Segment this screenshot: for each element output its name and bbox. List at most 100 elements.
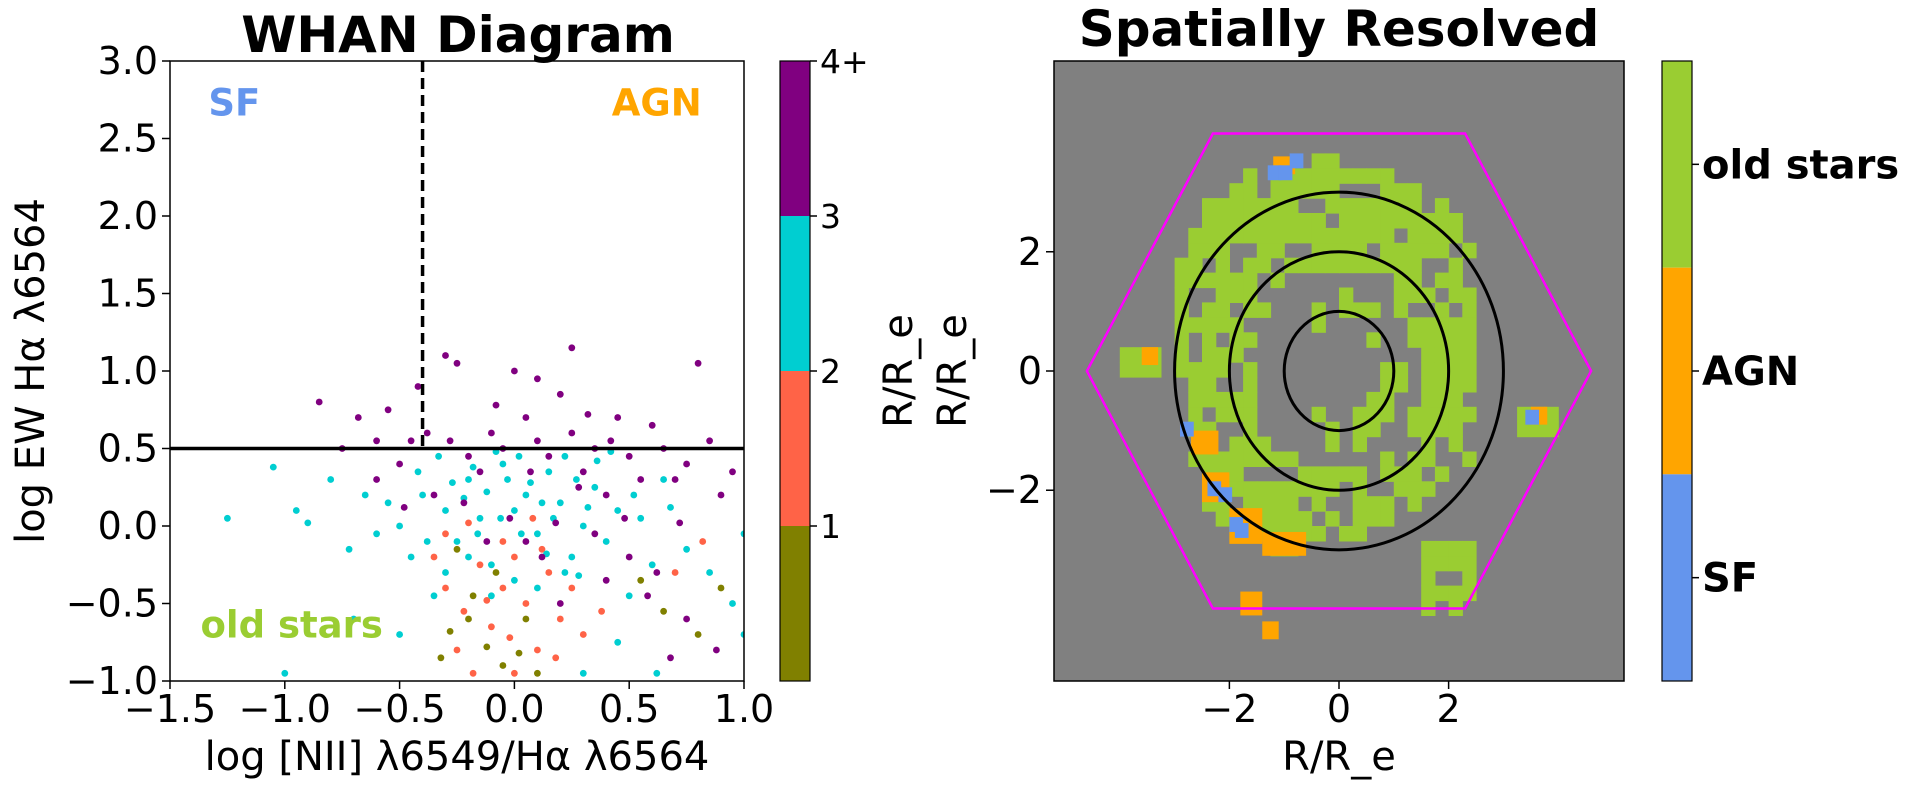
map-cell-165 [1325, 227, 1340, 244]
whan-x-tick-label: 0.0 [484, 687, 544, 731]
whan-point-s3-32 [694, 359, 702, 367]
whan-point-s3-24 [602, 491, 610, 499]
map-cell-163 [1325, 257, 1340, 274]
map-cell-118 [1270, 227, 1285, 244]
map-cell-91 [1243, 272, 1258, 289]
whan-point-s2-2 [281, 669, 289, 677]
whan-point-s2-71 [575, 572, 583, 579]
map-cell-202 [1366, 257, 1381, 274]
whan-point-s1-20 [699, 538, 707, 545]
whan-point-s2-39 [414, 468, 422, 476]
whan-point-s0-11 [717, 584, 725, 592]
whan-point-s3-60 [607, 437, 615, 445]
map-cell-87 [1243, 362, 1258, 378]
whan-point-s3-28 [648, 421, 656, 429]
whan-point-s3-30 [671, 476, 679, 483]
map-cell-151 [1311, 257, 1326, 274]
map-cell-66 [1229, 436, 1244, 453]
map-cell-108 [1256, 213, 1272, 229]
whan-point-s2-35 [740, 631, 744, 638]
whan-point-s1-12 [469, 669, 477, 677]
map-cell-160 [1325, 466, 1340, 482]
whan-point-s3-54 [373, 476, 380, 483]
whan-point-s1-6 [511, 553, 518, 561]
whan-point-s2-18 [522, 491, 530, 499]
map-cell-226 [1393, 302, 1409, 318]
whan-region-labels: SF AGN old stars [200, 81, 701, 646]
whan-y-tick-label: −0.5 [66, 582, 158, 626]
map-sf-cell-4 [1267, 165, 1282, 181]
map-agn-patch-3 [1262, 531, 1307, 556]
whan-point-s2-60 [423, 538, 431, 545]
whan-point-s3-13 [488, 429, 495, 437]
whan-point-s3-22 [579, 468, 587, 476]
map-cell-259 [1421, 406, 1436, 423]
map-sf-cell-6 [1289, 153, 1304, 169]
whan-point-s2-61 [614, 638, 622, 646]
map-cell-246 [1407, 227, 1422, 244]
map-cell-86 [1243, 377, 1258, 393]
map-cell-257 [1421, 436, 1436, 453]
map-colorbar-bin-1 [1662, 267, 1692, 475]
map-cell-209 [1380, 466, 1395, 482]
whan-point-s1-0 [430, 553, 438, 561]
whan-point-s3-42 [460, 499, 468, 507]
whan-point-s3-37 [534, 375, 541, 383]
map-cell-218 [1380, 213, 1395, 229]
map-cell-133 [1284, 183, 1299, 199]
whan-point-s2-41 [449, 479, 456, 486]
whan-point-s3-26 [625, 452, 633, 460]
resolved-x-label: R/R_e [1282, 734, 1396, 780]
map-cell-143 [1297, 168, 1313, 184]
whan-point-s2-33 [729, 600, 736, 607]
whan-x-tick-label: −1.0 [239, 687, 331, 731]
whan-point-s2-32 [706, 569, 713, 576]
whan-point-s3-6 [407, 437, 415, 445]
map-colorbar-label-1: AGN [1702, 349, 1799, 395]
map-cell-18 [1188, 377, 1203, 393]
whan-point-s2-28 [637, 514, 645, 522]
whan-point-s1-10 [556, 615, 564, 623]
whan-point-s0-12 [492, 569, 500, 576]
map-cell-156 [1311, 168, 1326, 184]
whan-point-s3-9 [442, 352, 449, 359]
whan-point-s0-1 [469, 592, 477, 600]
whan-point-s2-64 [304, 519, 312, 527]
map-cell-310 [1462, 451, 1477, 467]
whan-point-s3-15 [511, 367, 518, 375]
whan-point-s0-2 [483, 643, 491, 651]
map-cell-13 [1174, 257, 1189, 274]
map-cell-233 [1393, 183, 1409, 199]
map-cell-205 [1366, 198, 1381, 214]
map-cell-117 [1270, 242, 1285, 259]
map-cell-277 [1434, 377, 1450, 393]
map-cell-125 [1284, 511, 1299, 527]
map-cell-221 [1380, 168, 1395, 184]
map-cell-73 [1229, 272, 1244, 289]
map-cell-170 [1339, 526, 1354, 542]
whan-y-label: log EW Hα λ6564 [8, 198, 54, 544]
whan-colorbar-tick-label: 1 [820, 507, 841, 546]
map-cell-263 [1421, 347, 1436, 363]
map-cell-17 [1188, 391, 1203, 408]
map-cell-48 [1215, 406, 1230, 423]
whan-y-tick-label: 1.0 [98, 349, 158, 393]
whan-point-s2-34 [740, 530, 744, 538]
map-cell-103 [1256, 436, 1272, 453]
whan-colorbar: 1 2 3 4+ [779, 42, 869, 682]
whan-y-tick-label: 3.0 [98, 39, 158, 83]
map-cell-324 [1544, 421, 1559, 438]
map-cell-106 [1256, 242, 1272, 259]
whan-point-s2-24 [591, 483, 599, 491]
map-cell-254 [1421, 540, 1436, 557]
whan-point-s3-40 [506, 514, 514, 522]
map-cell-153 [1311, 227, 1326, 244]
map-cell-147 [1311, 466, 1326, 482]
map-cell-293 [1448, 421, 1463, 438]
map-cell-278 [1434, 362, 1450, 378]
whan-region-label-2: old stars [200, 604, 382, 647]
map-cell-320 [1517, 421, 1532, 438]
map-cell-60 [1215, 198, 1230, 214]
map-cell-271 [1434, 555, 1450, 572]
whan-region-label-0: SF [208, 81, 260, 124]
